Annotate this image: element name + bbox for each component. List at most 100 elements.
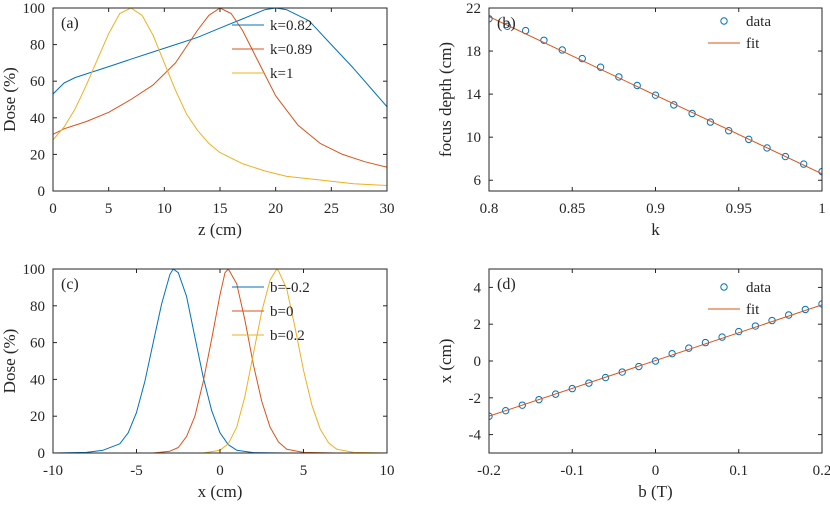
y-tick-label: 6: [474, 173, 482, 189]
panel-label: (b): [497, 15, 516, 32]
legend-entry: b=-0.2: [270, 280, 310, 296]
panel-label: (c): [61, 276, 79, 293]
x-tick-label: 20: [268, 201, 283, 217]
x-tick-label: 0.95: [726, 201, 752, 217]
data-point-d-0: [489, 412, 493, 420]
panel-a: 0 5 10 15 20 25 30 0 20 40 60 80 100 z (cm) Dose (%) (a…: [0, 1, 395, 239]
x-tick-label: 10: [380, 463, 395, 479]
x-tick-label: 15: [213, 201, 228, 217]
x-tick-label: 1: [818, 201, 826, 217]
y-tick-label: 2: [474, 317, 482, 333]
data-point-d-5: [568, 384, 576, 393]
y-tick-label: 40: [30, 111, 45, 127]
x-axis-label: x (cm): [198, 482, 243, 501]
legend-d: data fit: [708, 280, 771, 318]
panel-b: 0.8 0.85 0.9 0.95 1 6 10 14 18 22 k focus depth (cm…: [436, 1, 826, 239]
data-point-b-3: [540, 36, 548, 44]
data-point-d-9: [635, 362, 643, 371]
y-tick-label: 10: [466, 130, 481, 146]
legend-entry: fit: [746, 36, 760, 52]
y-tick-label: -4: [469, 428, 482, 444]
series-line-d-1: [489, 304, 822, 417]
x-tick-label: 5: [105, 201, 113, 217]
legend-entry: k=0.82: [270, 18, 312, 34]
data-point-b-16: [781, 152, 790, 161]
y-tick-label: 0: [38, 184, 46, 200]
x-tick-label: 25: [324, 201, 339, 217]
series-line-c-1: [53, 269, 387, 453]
legend-entry: fit: [746, 302, 760, 318]
y-axis-label: x (cm): [436, 339, 455, 384]
legend-entry: k=1: [270, 66, 293, 82]
x-tick-label: 0: [49, 201, 57, 217]
x-tick-label: 5: [300, 463, 308, 479]
legend-entry: data: [746, 280, 771, 296]
data-point-b-15: [763, 144, 771, 152]
y-tick-label: 80: [30, 38, 45, 54]
data-point-d-7: [601, 373, 610, 382]
x-tick-label: 0.2: [813, 463, 830, 479]
series-line-c-2: [53, 269, 387, 453]
x-tick-label: 10: [157, 201, 172, 217]
series-line-b-1: [489, 16, 822, 175]
y-tick-label: 0: [474, 354, 482, 370]
legend-b: data fit: [708, 14, 771, 52]
y-tick-label: 4: [474, 280, 482, 296]
y-axis-label: Dose (%): [0, 329, 19, 394]
y-tick-label: 40: [30, 372, 45, 388]
legend-entry: data: [746, 14, 771, 30]
series-line-c-0: [53, 269, 387, 453]
x-tick-label: 0: [216, 463, 224, 479]
plot-area-b: [489, 15, 822, 176]
legend-c: b=-0.2 b=0 b=0.2: [232, 280, 310, 344]
plot-area-a: [53, 8, 387, 186]
data-point-b-14: [745, 135, 753, 144]
legend-a: k=0.82 k=0.89 k=1: [232, 18, 312, 82]
y-tick-label: 20: [30, 147, 45, 163]
data-point-d-3: [535, 395, 543, 404]
legend-entry: k=0.89: [270, 42, 312, 58]
legend-marker: [720, 283, 728, 291]
y-tick-label: 60: [30, 74, 45, 90]
data-point-b-0: [489, 15, 493, 23]
y-tick-label: 80: [30, 299, 45, 315]
x-axis-label: b (T): [638, 482, 672, 501]
series-line-a-2: [53, 8, 387, 186]
y-tick-label: 20: [30, 409, 45, 425]
x-tick-label: -0.1: [560, 463, 584, 479]
y-tick-label: 60: [30, 336, 45, 352]
y-tick-label: -2: [469, 391, 482, 407]
y-axis-label: focus depth (cm): [436, 42, 455, 157]
x-tick-label: -5: [130, 463, 143, 479]
data-point-d-6: [585, 379, 593, 387]
x-tick-label: -10: [43, 463, 63, 479]
panel-label: (a): [61, 15, 79, 32]
y-axis-label: Dose (%): [0, 67, 19, 132]
y-tick-label: 22: [466, 1, 481, 17]
y-tick-label: 14: [466, 87, 482, 103]
data-point-d-1: [501, 406, 510, 415]
data-point-b-9: [651, 91, 660, 99]
x-tick-label: -0.2: [477, 463, 501, 479]
plot-area-d: [489, 300, 822, 420]
x-tick-label: 0.1: [729, 463, 748, 479]
y-tick-label: 100: [23, 262, 46, 278]
x-tick-label: 0.9: [646, 201, 665, 217]
x-tick-label: 0.85: [559, 201, 585, 217]
x-tick-label: 0.8: [480, 201, 499, 217]
y-tick-label: 18: [466, 44, 481, 60]
x-axis-label: k: [651, 220, 660, 239]
panel-d: -0.2 -0.1 0 0.1 0.2 -4 -2 0 2 4 b (T) x (cm) (d) data…: [436, 268, 830, 501]
series-line-a-0: [53, 8, 387, 108]
legend-marker: [720, 17, 728, 25]
data-point-d-10: [651, 357, 660, 365]
y-tick-label: 0: [38, 446, 46, 462]
data-point-d-2: [518, 401, 526, 409]
x-tick-label: 30: [380, 201, 395, 217]
plot-area-c: [53, 269, 387, 453]
y-tick-label: 100: [23, 1, 46, 17]
series-line-a-1: [53, 8, 387, 168]
panel-label: (d): [497, 276, 516, 293]
